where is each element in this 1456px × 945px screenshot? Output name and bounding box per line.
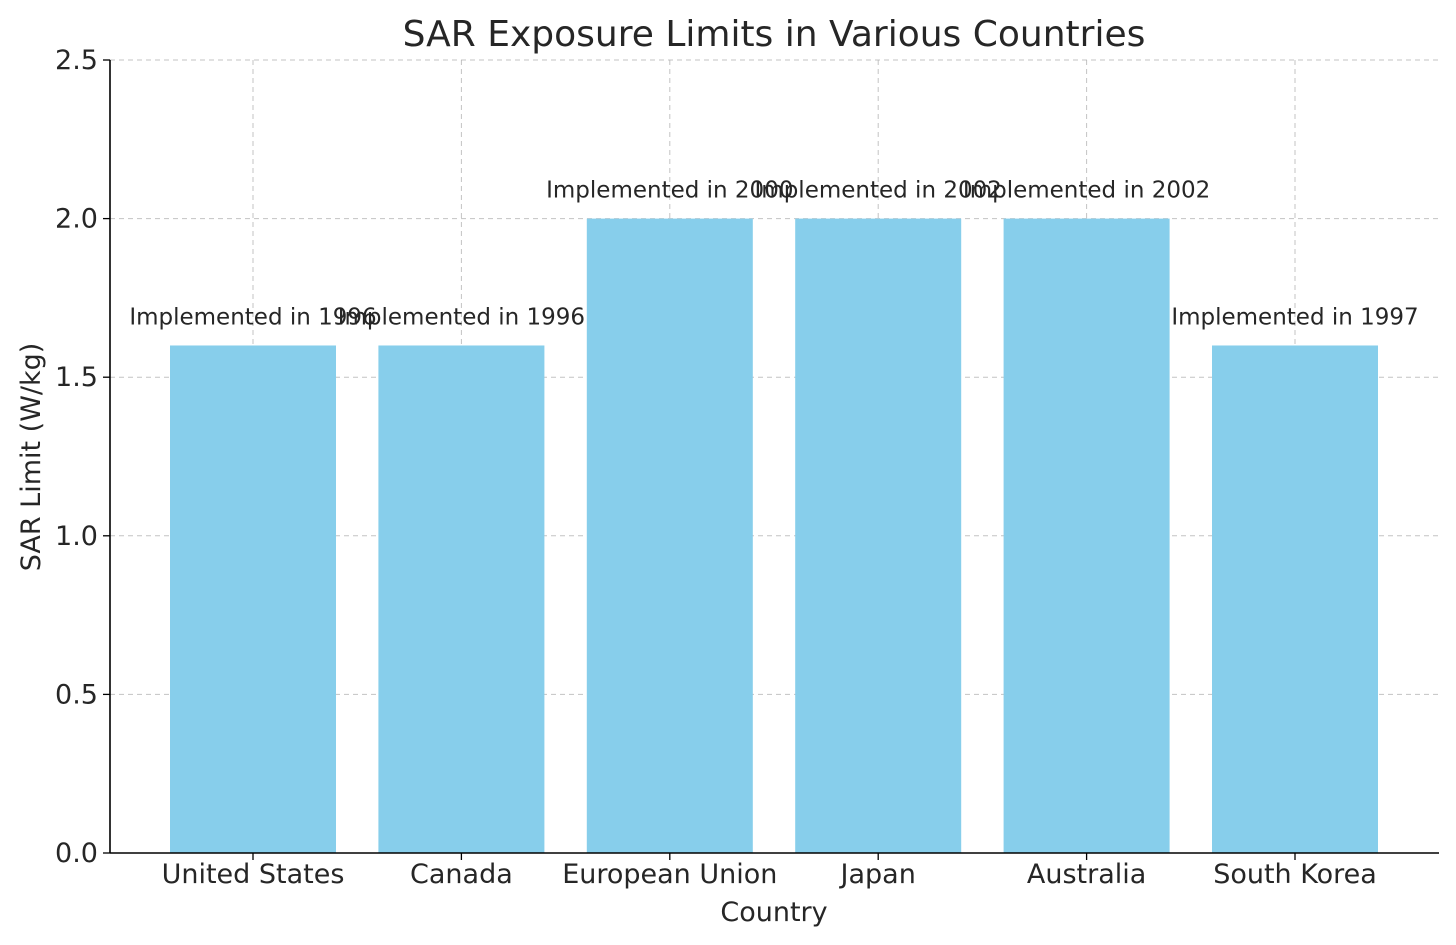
x-tick-label: South Korea <box>1213 859 1377 890</box>
y-tick-label: 1.0 <box>55 521 98 552</box>
x-tick-label: Canada <box>410 859 513 890</box>
x-tick-label: United States <box>162 859 345 890</box>
x-tick-label: Australia <box>1027 859 1146 890</box>
y-axis-label: SAR Limit (W/kg) <box>16 343 47 572</box>
bar <box>378 345 545 853</box>
bar <box>170 345 336 853</box>
x-tick-label: European Union <box>562 859 777 890</box>
y-tick-label: 1.5 <box>55 362 98 393</box>
bar-annotation-label: Implemented in 1997 <box>1171 304 1418 330</box>
y-tick-label: 2.5 <box>55 45 98 76</box>
y-tick-label: 0.5 <box>55 679 98 710</box>
bars <box>170 218 1378 854</box>
axes <box>109 60 1439 854</box>
bar <box>586 218 753 854</box>
y-tick-label: 0.0 <box>55 838 98 869</box>
bar-annotation-label: Implemented in 2002 <box>755 178 1002 204</box>
bar <box>795 218 962 854</box>
bar-annotation-label: Implemented in 1996 <box>338 304 585 330</box>
x-tick-label: Japan <box>839 859 916 890</box>
bar-annotation-label: Implemented in 2000 <box>546 178 793 204</box>
chart-title: SAR Exposure Limits in Various Countries <box>403 14 1146 55</box>
bar <box>1212 345 1378 853</box>
x-axis-label: Country <box>720 897 827 928</box>
bar-annotation-label: Implemented in 2002 <box>963 178 1210 204</box>
bar <box>1003 218 1170 854</box>
y-tick-label: 2.0 <box>55 204 98 235</box>
x-axis-ticks: United States Canada European Union Japan Au… <box>162 853 1377 890</box>
y-axis-ticks: 0.0 0.5 1.0 1.5 2.0 2.5 <box>55 45 110 869</box>
bar-annotation-label: Implemented in 1996 <box>129 304 376 330</box>
